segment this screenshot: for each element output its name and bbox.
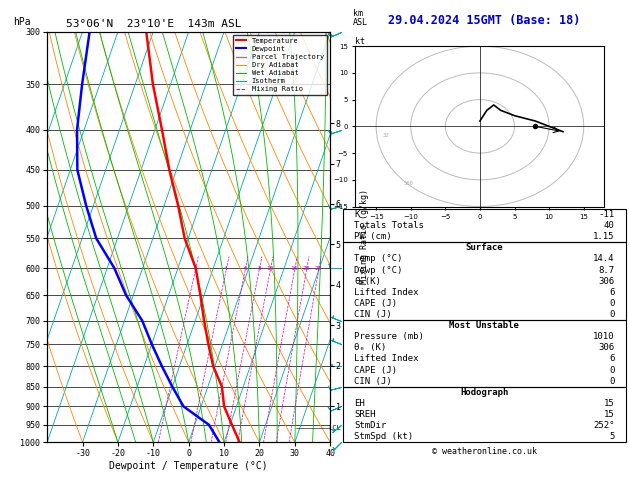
Text: kt: kt	[355, 37, 365, 46]
Text: StmDir: StmDir	[354, 421, 386, 430]
Text: 40: 40	[604, 221, 615, 230]
Legend: Temperature, Dewpoint, Parcel Trajectory, Dry Adiabat, Wet Adiabat, Isotherm, Mi: Temperature, Dewpoint, Parcel Trajectory…	[233, 35, 326, 95]
Text: Hodograph: Hodograph	[460, 388, 508, 397]
Text: 20: 20	[303, 266, 310, 271]
Text: 53°06'N  23°10'E  143m ASL: 53°06'N 23°10'E 143m ASL	[66, 19, 242, 29]
Text: 6: 6	[609, 354, 615, 364]
Text: 4: 4	[224, 266, 228, 271]
Text: StmSpd (kt): StmSpd (kt)	[354, 432, 413, 441]
Text: Dewp (°C): Dewp (°C)	[354, 265, 403, 275]
Text: 0: 0	[609, 310, 615, 319]
Text: © weatheronline.co.uk: © weatheronline.co.uk	[432, 447, 537, 456]
Text: 32: 32	[383, 133, 389, 138]
Text: 8: 8	[257, 266, 261, 271]
Text: θₑ(K): θₑ(K)	[354, 277, 381, 286]
Text: CAPE (J): CAPE (J)	[354, 299, 397, 308]
Text: SREH: SREH	[354, 410, 376, 419]
Text: Temp (°C): Temp (°C)	[354, 255, 403, 263]
Text: 6: 6	[609, 288, 615, 297]
Text: Mixing Ratio (g/kg): Mixing Ratio (g/kg)	[360, 190, 369, 284]
Bar	[343, 243, 626, 320]
Text: 6: 6	[243, 266, 247, 271]
Text: 5: 5	[609, 432, 615, 441]
Text: 15: 15	[604, 410, 615, 419]
Text: Pressure (mb): Pressure (mb)	[354, 332, 424, 341]
X-axis label: Dewpoint / Temperature (°C): Dewpoint / Temperature (°C)	[109, 461, 268, 471]
Text: Lifted Index: Lifted Index	[354, 354, 419, 364]
Text: 0: 0	[609, 377, 615, 386]
Text: 15: 15	[604, 399, 615, 408]
Text: 1.15: 1.15	[593, 232, 615, 241]
Text: 16: 16	[291, 266, 298, 271]
Text: Most Unstable: Most Unstable	[449, 321, 520, 330]
Text: 10: 10	[267, 266, 274, 271]
Text: θₑ (K): θₑ (K)	[354, 343, 386, 352]
Text: 0: 0	[609, 365, 615, 375]
Text: 0: 0	[609, 299, 615, 308]
Text: 252°: 252°	[593, 421, 615, 430]
Text: Totals Totals: Totals Totals	[354, 221, 424, 230]
Text: Lifted Index: Lifted Index	[354, 288, 419, 297]
Text: CAPE (J): CAPE (J)	[354, 365, 397, 375]
Text: LCL: LCL	[328, 425, 341, 432]
Text: CIN (J): CIN (J)	[354, 310, 392, 319]
Text: 306: 306	[598, 277, 615, 286]
Text: 14.4: 14.4	[593, 255, 615, 263]
Text: hPa: hPa	[13, 17, 31, 28]
Text: 8.7: 8.7	[598, 265, 615, 275]
Text: km
ASL: km ASL	[353, 10, 368, 28]
Text: K: K	[354, 210, 360, 219]
Bar	[343, 387, 626, 442]
Text: 29.04.2024 15GMT (Base: 18): 29.04.2024 15GMT (Base: 18)	[388, 14, 581, 27]
Text: -11: -11	[598, 210, 615, 219]
Bar	[343, 209, 626, 243]
Text: CIN (J): CIN (J)	[354, 377, 392, 386]
Text: Surface: Surface	[465, 243, 503, 252]
Text: PW (cm): PW (cm)	[354, 232, 392, 241]
Text: 1010: 1010	[593, 332, 615, 341]
Bar	[343, 320, 626, 387]
Text: 500: 500	[404, 181, 414, 186]
Text: EH: EH	[354, 399, 365, 408]
Text: 2: 2	[193, 266, 197, 271]
Text: 306: 306	[598, 343, 615, 352]
Text: 25: 25	[314, 266, 322, 271]
